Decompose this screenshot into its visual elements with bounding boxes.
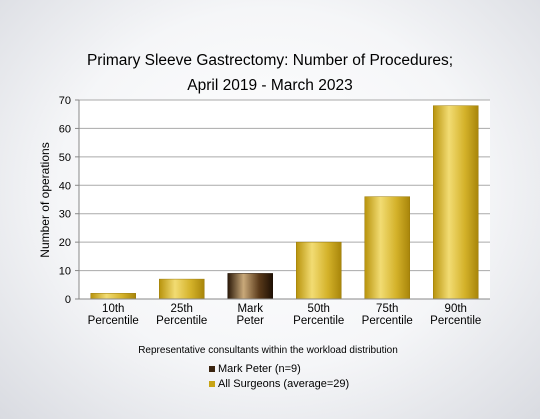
x-category-labels: 10thPercentile25thPercentileMarkPeter50t… xyxy=(88,303,482,327)
x-category-label: Mark xyxy=(237,303,263,315)
y-axis-title: Number of operations xyxy=(38,142,52,257)
bar-25th-percentile xyxy=(159,278,205,300)
y-tick-label: 20 xyxy=(59,237,71,249)
y-tick-label: 10 xyxy=(59,266,71,278)
chart-subtitle: April 2019 - March 2023 xyxy=(187,77,352,94)
bar-75th-percentile xyxy=(364,196,410,300)
x-category-label: Percentile xyxy=(293,315,344,327)
y-tick-label: 40 xyxy=(59,180,71,192)
y-tick-label: 60 xyxy=(59,123,71,135)
x-category-label: 90th xyxy=(445,303,467,315)
x-category-label: 25th xyxy=(171,303,193,315)
legend-label-mark-peter: Mark Peter (n=9) xyxy=(218,363,301,375)
x-category-label: 10th xyxy=(102,303,124,315)
x-category-label: Percentile xyxy=(88,315,139,327)
y-tick-label: 30 xyxy=(59,209,71,221)
x-category-label: Percentile xyxy=(362,315,413,327)
legend: Mark Peter (n=9) All Surgeons (average=2… xyxy=(209,363,349,390)
x-category-label: Percentile xyxy=(430,315,481,327)
x-category-label: Percentile xyxy=(156,315,207,327)
legend-label-all-surgeons: All Surgeons (average=29) xyxy=(218,378,349,390)
y-tick-label: 50 xyxy=(59,152,71,164)
y-tick-labels: 0 10 20 30 40 50 60 70 xyxy=(59,95,71,306)
bar-90th-percentile xyxy=(433,105,479,300)
y-tick-label: 70 xyxy=(59,95,71,107)
x-axis-title: Representative consultants within the wo… xyxy=(138,345,398,356)
x-category-label: Peter xyxy=(237,315,265,327)
legend-swatch-all-surgeons xyxy=(209,381,215,387)
x-category-label: 75th xyxy=(376,303,398,315)
y-tick-label: 0 xyxy=(65,294,71,306)
gridlines xyxy=(75,99,490,300)
plot-area xyxy=(79,100,490,299)
bar-mark-peter xyxy=(227,273,273,300)
bars xyxy=(90,105,479,300)
bar-10th-percentile xyxy=(90,293,136,300)
bar-50th-percentile xyxy=(296,241,342,300)
legend-swatch-mark-peter xyxy=(209,366,215,372)
chart-title: Primary Sleeve Gastrectomy: Number of Pr… xyxy=(87,52,453,69)
x-category-label: 50th xyxy=(308,303,330,315)
